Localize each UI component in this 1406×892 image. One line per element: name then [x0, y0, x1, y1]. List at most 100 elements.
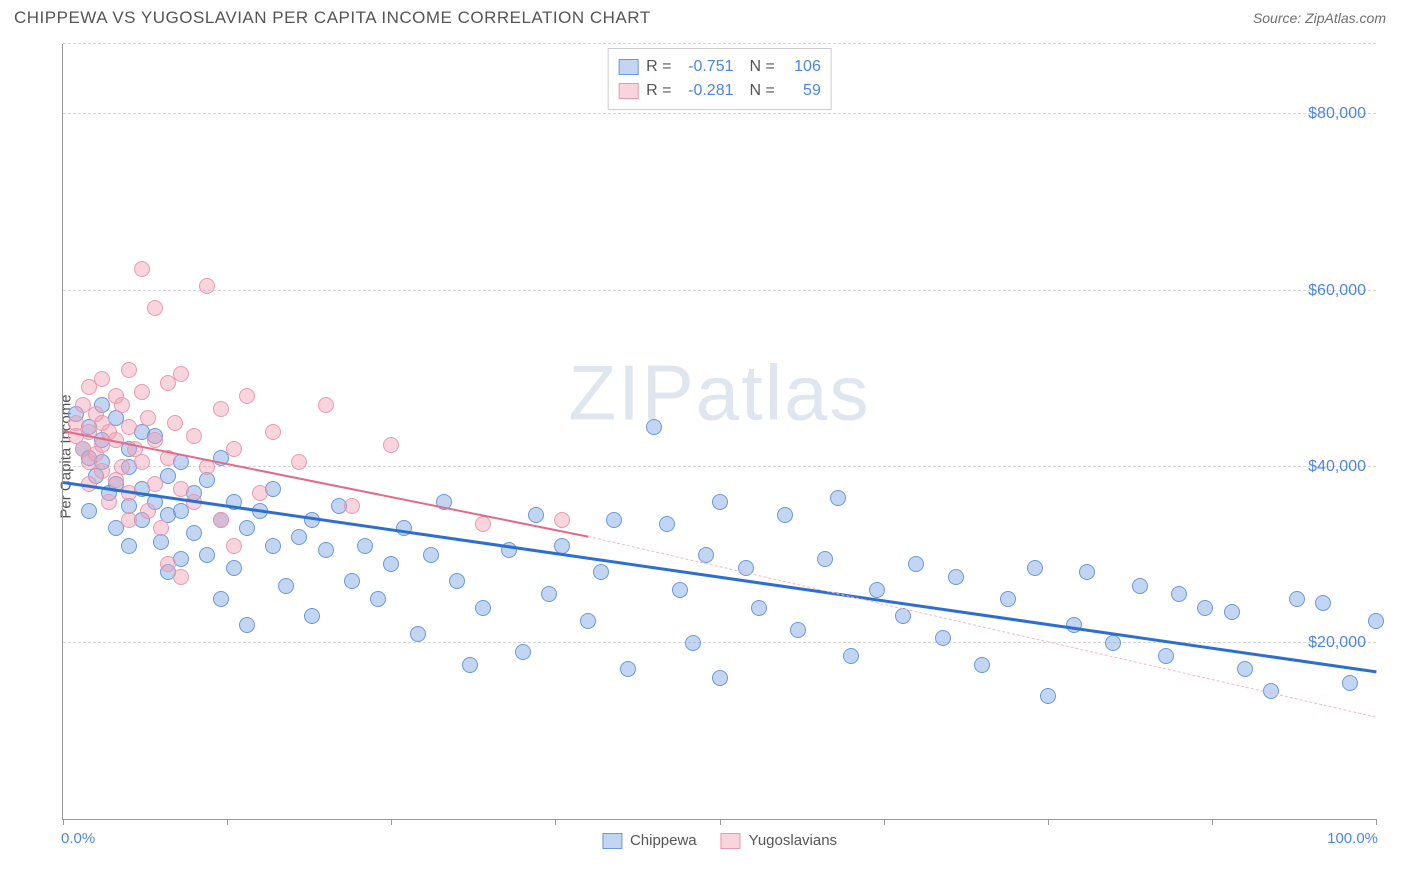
scatter-point [121, 419, 137, 435]
scatter-point [593, 564, 609, 580]
scatter-point [199, 547, 215, 563]
scatter-point [606, 512, 622, 528]
scatter-point [344, 498, 360, 514]
scatter-point [751, 600, 767, 616]
x-tick [555, 819, 556, 825]
trend-line [63, 481, 1376, 673]
scatter-point [213, 401, 229, 417]
scatter-point [541, 586, 557, 602]
gridline [63, 466, 1376, 467]
scatter-point [974, 657, 990, 673]
scatter-point [140, 503, 156, 519]
scatter-point [1000, 591, 1016, 607]
scatter-point [685, 635, 701, 651]
scatter-point [81, 503, 97, 519]
stat-r-label: R = [646, 79, 671, 103]
scatter-point [173, 481, 189, 497]
x-tick [1212, 819, 1213, 825]
scatter-point [383, 437, 399, 453]
scatter-point [147, 432, 163, 448]
scatter-point [1224, 604, 1240, 620]
scatter-point [475, 600, 491, 616]
legend-item: Chippewa [602, 832, 697, 849]
y-tick-label: $40,000 [1308, 458, 1366, 476]
stat-n-label: N = [750, 55, 775, 79]
scatter-point [895, 608, 911, 624]
stat-n-label: N = [750, 79, 775, 103]
legend-label: Chippewa [630, 832, 697, 849]
legend-swatch [618, 59, 638, 75]
scatter-point [239, 388, 255, 404]
scatter-point [114, 459, 130, 475]
scatter-point [291, 454, 307, 470]
scatter-point [712, 670, 728, 686]
y-tick-label: $80,000 [1308, 105, 1366, 123]
scatter-point [121, 538, 137, 554]
legend-swatch [602, 833, 622, 849]
scatter-point [908, 556, 924, 572]
legend-label: Yugoslavians [749, 832, 837, 849]
scatter-point [528, 507, 544, 523]
scatter-point [1368, 613, 1384, 629]
scatter-point [620, 661, 636, 677]
watermark-atlas: atlas [696, 348, 871, 436]
stats-box: R =-0.751N =106R =-0.281N =59 [607, 48, 832, 110]
scatter-point [167, 415, 183, 431]
x-tick [720, 819, 721, 825]
scatter-point [1105, 635, 1121, 651]
scatter-point [515, 644, 531, 660]
scatter-point [213, 512, 229, 528]
x-axis-max-label: 100.0% [1327, 830, 1378, 847]
y-tick-label: $20,000 [1308, 634, 1366, 652]
watermark-zip: ZIP [568, 348, 695, 436]
scatter-point [134, 261, 150, 277]
scatter-point [121, 362, 137, 378]
x-tick [1376, 819, 1377, 825]
scatter-point [147, 300, 163, 316]
plot-region: ZIPatlas R =-0.751N =106R =-0.281N =59 C… [62, 44, 1376, 820]
scatter-point [580, 613, 596, 629]
scatter-point [817, 551, 833, 567]
scatter-point [140, 410, 156, 426]
scatter-point [239, 520, 255, 536]
scatter-point [101, 494, 117, 510]
scatter-point [712, 494, 728, 510]
scatter-point [134, 384, 150, 400]
stat-n-value: 106 [783, 55, 821, 79]
scatter-point [160, 556, 176, 572]
x-tick [884, 819, 885, 825]
scatter-point [1027, 560, 1043, 576]
stat-r-value: -0.751 [680, 55, 734, 79]
scatter-point [226, 441, 242, 457]
scatter-point [199, 278, 215, 294]
scatter-point [1237, 661, 1253, 677]
legend-swatch [618, 83, 638, 99]
scatter-point [554, 512, 570, 528]
scatter-point [383, 556, 399, 572]
scatter-point [449, 573, 465, 589]
scatter-point [475, 516, 491, 532]
scatter-point [226, 560, 242, 576]
scatter-point [659, 516, 675, 532]
x-tick [391, 819, 392, 825]
scatter-point [1132, 578, 1148, 594]
legend-swatch [721, 833, 741, 849]
scatter-point [1289, 591, 1305, 607]
scatter-point [304, 608, 320, 624]
scatter-point [1040, 688, 1056, 704]
chart-title: CHIPPEWA VS YUGOSLAVIAN PER CAPITA INCOM… [14, 8, 651, 28]
scatter-point [94, 371, 110, 387]
scatter-point [1079, 564, 1095, 580]
scatter-point [265, 424, 281, 440]
scatter-point [790, 622, 806, 638]
x-tick [63, 819, 64, 825]
scatter-point [344, 573, 360, 589]
stat-n-value: 59 [783, 79, 821, 103]
scatter-point [843, 648, 859, 664]
stat-r-label: R = [646, 55, 671, 79]
y-tick-label: $60,000 [1308, 282, 1366, 300]
stats-row: R =-0.281N =59 [618, 79, 821, 103]
scatter-point [646, 419, 662, 435]
scatter-point [423, 547, 439, 563]
trend-line [588, 536, 1376, 718]
